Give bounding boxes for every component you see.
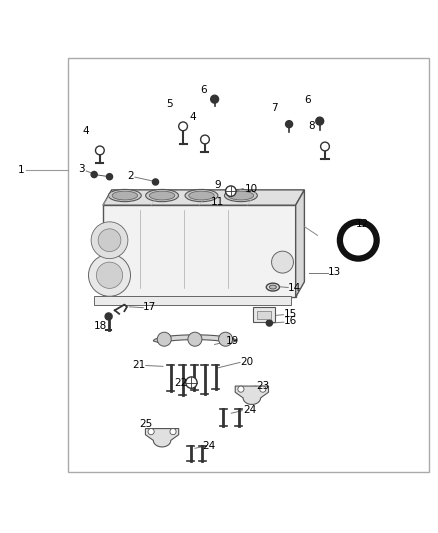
- Ellipse shape: [189, 191, 214, 200]
- Polygon shape: [235, 386, 268, 405]
- Text: 4: 4: [190, 112, 196, 122]
- Text: 8: 8: [309, 122, 315, 131]
- Circle shape: [188, 332, 202, 346]
- Circle shape: [106, 174, 113, 180]
- Text: 22: 22: [174, 378, 187, 389]
- Circle shape: [201, 135, 209, 144]
- Ellipse shape: [266, 283, 279, 291]
- Circle shape: [105, 313, 112, 320]
- Text: 15: 15: [283, 309, 297, 319]
- Text: 11: 11: [211, 197, 224, 207]
- Ellipse shape: [112, 191, 138, 200]
- Circle shape: [286, 120, 293, 128]
- FancyBboxPatch shape: [103, 205, 296, 297]
- Text: 23: 23: [256, 381, 269, 391]
- Polygon shape: [296, 190, 304, 297]
- Ellipse shape: [272, 251, 293, 273]
- Text: 9: 9: [215, 180, 221, 190]
- Circle shape: [95, 146, 104, 155]
- Text: 1: 1: [18, 165, 24, 175]
- Text: 2: 2: [127, 171, 134, 181]
- Text: 6: 6: [304, 95, 311, 105]
- Circle shape: [91, 222, 128, 259]
- Circle shape: [238, 386, 244, 392]
- Circle shape: [260, 386, 266, 392]
- Text: 6: 6: [201, 85, 207, 95]
- Text: 7: 7: [271, 103, 278, 113]
- Circle shape: [96, 262, 123, 288]
- Circle shape: [157, 332, 171, 346]
- Text: 24: 24: [243, 405, 256, 415]
- Polygon shape: [153, 335, 237, 344]
- Circle shape: [148, 429, 154, 435]
- FancyBboxPatch shape: [253, 307, 275, 322]
- Circle shape: [321, 142, 329, 151]
- Text: 21: 21: [133, 360, 146, 370]
- Ellipse shape: [185, 189, 218, 201]
- Circle shape: [88, 254, 131, 296]
- Polygon shape: [103, 190, 304, 205]
- Text: 24: 24: [202, 441, 215, 451]
- Text: 3: 3: [78, 164, 85, 174]
- Polygon shape: [145, 429, 179, 447]
- Circle shape: [266, 320, 272, 326]
- Circle shape: [98, 229, 121, 252]
- Bar: [94, 296, 291, 305]
- Text: 14: 14: [288, 282, 301, 293]
- Text: 4: 4: [83, 126, 89, 136]
- Ellipse shape: [269, 285, 276, 289]
- Circle shape: [316, 117, 324, 125]
- Circle shape: [179, 122, 187, 131]
- FancyBboxPatch shape: [257, 311, 271, 319]
- Ellipse shape: [145, 189, 179, 201]
- Ellipse shape: [228, 191, 254, 200]
- Circle shape: [152, 179, 159, 185]
- Circle shape: [186, 377, 197, 388]
- Text: 17: 17: [143, 302, 156, 312]
- Text: 18: 18: [94, 321, 107, 330]
- Circle shape: [226, 186, 236, 197]
- Ellipse shape: [149, 191, 175, 200]
- Bar: [68, 59, 429, 472]
- Text: 5: 5: [166, 99, 173, 109]
- Ellipse shape: [224, 189, 257, 201]
- Text: 19: 19: [226, 336, 239, 346]
- Text: 10: 10: [244, 183, 258, 193]
- Text: 25: 25: [139, 419, 152, 429]
- Text: 13: 13: [328, 267, 341, 277]
- Circle shape: [91, 172, 97, 177]
- Circle shape: [170, 429, 176, 435]
- Ellipse shape: [108, 189, 141, 201]
- Text: 20: 20: [240, 357, 253, 367]
- Circle shape: [211, 95, 219, 103]
- Text: 16: 16: [284, 316, 297, 326]
- Text: 12: 12: [356, 219, 369, 229]
- Circle shape: [219, 332, 233, 346]
